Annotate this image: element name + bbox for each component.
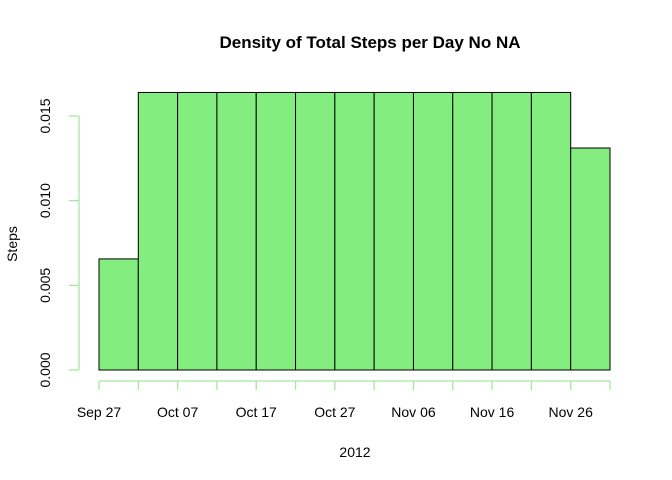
histogram-bar [530, 91, 572, 371]
x-tick-label: Nov 26 [549, 404, 594, 420]
y-tick-label: 0.005 [37, 268, 53, 303]
x-tick-label: Nov 06 [391, 404, 436, 420]
histogram-bar [216, 91, 257, 371]
y-tick-label: 0.015 [37, 98, 53, 133]
x-tick-label: Oct 07 [157, 404, 198, 420]
histogram-bar [373, 91, 414, 371]
x-tick-label: Oct 17 [236, 404, 277, 420]
histogram-bar [412, 91, 454, 371]
y-tick-label: 0.000 [37, 352, 53, 387]
y-axis-label: Steps [4, 226, 20, 262]
histogram-bar [137, 91, 179, 371]
histogram-bar [177, 91, 218, 371]
bars-group [98, 91, 611, 371]
histogram-bar [491, 91, 532, 371]
x-axis: Sep 27 Oct 07 Oct 17 Oct 27 Nov 06 Nov 16 Nov … [77, 380, 611, 420]
histogram-bar [570, 147, 611, 371]
x-tick-label: Oct 27 [314, 404, 355, 420]
histogram-bar [295, 91, 336, 371]
x-tick-label: Sep 27 [77, 404, 122, 420]
x-tick-label: Nov 16 [470, 404, 515, 420]
histogram-bar [98, 258, 139, 371]
histogram-bar [452, 91, 493, 371]
y-tick-label: 0.010 [37, 183, 53, 218]
histogram-bar [334, 91, 375, 371]
y-axis: 0.000 0.005 0.010 0.015 [37, 98, 80, 388]
histogram-bar [255, 91, 297, 371]
x-axis-label: 2012 [339, 444, 370, 460]
chart-title: Density of Total Steps per Day No NA [219, 33, 520, 52]
